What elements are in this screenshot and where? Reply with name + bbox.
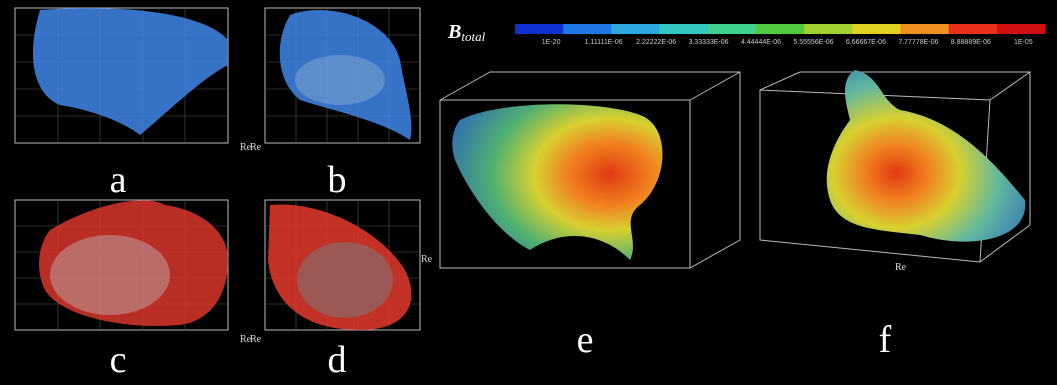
colorbar-segment: [804, 24, 853, 34]
colorbar-segment: [756, 24, 805, 34]
colorbar-segment: [900, 24, 949, 34]
axis-label: Re: [421, 254, 433, 265]
panel-f: f Re: [760, 70, 1030, 361]
panel-label: c: [110, 339, 127, 381]
panel-c: c Re: [15, 200, 252, 381]
colorbar-label: 1E-05: [1014, 39, 1033, 46]
colorbar-label: 4.44444E-06: [741, 39, 781, 46]
figure: a Re b Re c Re d Re e Re f Re: [0, 0, 1057, 385]
colorbar: Btotal 1E-20 1.11111E-06 2.22222E-06 3.3333…: [447, 21, 1046, 46]
panel-label: b: [328, 159, 347, 201]
axis-label: Re: [250, 334, 262, 345]
colorbar-segment: [852, 24, 901, 34]
colorbar-segment: [997, 24, 1046, 34]
colorbar-segment: [611, 24, 660, 34]
axis-label: Re: [250, 142, 262, 153]
panel-e: e Re: [421, 72, 740, 361]
colorbar-segment: [563, 24, 612, 34]
panel-d: d Re: [250, 200, 420, 381]
panel-b: b Re: [250, 8, 420, 201]
panel-label: a: [110, 159, 127, 201]
colorbar-segment: [708, 24, 757, 34]
colorbar-label: 2.22222E-06: [636, 39, 676, 46]
colorbar-segment: [515, 24, 564, 34]
panel-label: e: [577, 319, 594, 361]
colorbar-label: 6.66667E-06: [846, 39, 886, 46]
colorbar-label: 1E-20: [542, 39, 561, 46]
colorbar-label: 5.55556E-06: [793, 39, 833, 46]
colorbar-title-sub: total: [461, 29, 485, 44]
colorbar-title: Btotal: [447, 21, 486, 44]
colorbar-title-main: B: [447, 21, 461, 43]
colorbar-label: 8.88889E-06: [951, 39, 991, 46]
colorbar-segment: [660, 24, 709, 34]
colorbar-segment: [949, 24, 998, 34]
panel-a: a Re: [15, 8, 252, 201]
panel-label: f: [879, 319, 892, 361]
colorbar-label: 1.11111E-06: [585, 39, 623, 46]
panel-label: d: [328, 339, 347, 381]
colorbar-label: 7.77778E-06: [898, 39, 938, 46]
axis-label: Re: [895, 262, 907, 273]
colorbar-label: 3.33333E-06: [688, 39, 728, 46]
